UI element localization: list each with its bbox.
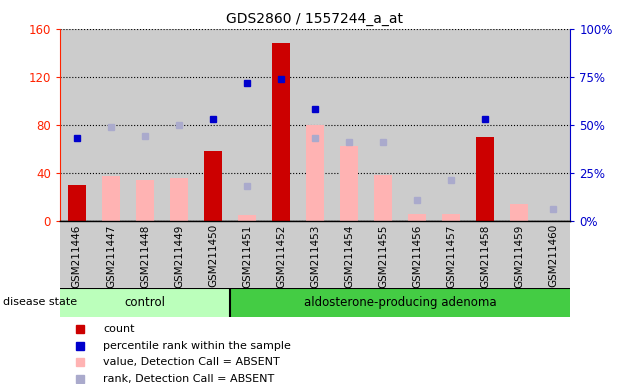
Text: disease state: disease state	[3, 297, 77, 308]
Bar	[162, 221, 196, 288]
Text: count: count	[103, 324, 135, 334]
Bar	[196, 29, 230, 221]
Bar	[536, 29, 570, 221]
Text: value, Detection Call = ABSENT: value, Detection Call = ABSENT	[103, 358, 280, 367]
Bar	[298, 29, 332, 221]
Bar	[468, 29, 502, 221]
Bar	[135, 180, 154, 221]
Bar	[502, 29, 536, 221]
Bar	[230, 29, 264, 221]
Text: GSM211455: GSM211455	[378, 224, 388, 288]
Bar	[536, 29, 570, 221]
Text: GSM211456: GSM211456	[412, 224, 422, 288]
Text: GSM211447: GSM211447	[106, 224, 116, 288]
Bar	[510, 204, 529, 221]
Bar	[128, 221, 162, 288]
Bar	[442, 214, 461, 221]
Bar	[400, 29, 434, 221]
Bar	[468, 29, 502, 221]
Text: control: control	[124, 296, 166, 309]
Text: GSM211454: GSM211454	[344, 224, 354, 288]
Bar	[94, 29, 128, 221]
Text: GSM211451: GSM211451	[242, 224, 252, 288]
Text: GSM211458: GSM211458	[480, 224, 490, 288]
Bar	[60, 221, 94, 288]
Bar	[230, 221, 264, 288]
Text: GSM211449: GSM211449	[174, 224, 184, 288]
Bar	[264, 29, 298, 221]
Bar	[196, 29, 230, 221]
Bar	[332, 29, 366, 221]
Bar	[94, 29, 128, 221]
Bar	[468, 221, 502, 288]
Text: GSM211446: GSM211446	[72, 224, 82, 288]
Bar	[264, 221, 298, 288]
Bar	[264, 29, 298, 221]
Bar	[536, 221, 570, 288]
Bar	[196, 221, 230, 288]
Bar	[169, 177, 188, 221]
Bar	[230, 288, 570, 317]
Bar	[101, 176, 120, 221]
Bar	[67, 185, 86, 221]
Bar	[230, 29, 264, 221]
Text: GSM211460: GSM211460	[548, 224, 558, 287]
Text: GSM211448: GSM211448	[140, 224, 150, 288]
Bar	[298, 221, 332, 288]
Bar	[306, 125, 324, 221]
Bar	[408, 214, 427, 221]
Bar	[162, 29, 196, 221]
Bar	[434, 29, 468, 221]
Text: percentile rank within the sample: percentile rank within the sample	[103, 341, 291, 351]
Bar	[203, 151, 222, 221]
Text: rank, Detection Call = ABSENT: rank, Detection Call = ABSENT	[103, 374, 275, 384]
Bar	[60, 288, 230, 317]
Bar	[238, 215, 256, 221]
Bar	[374, 175, 392, 221]
Bar	[502, 221, 536, 288]
Text: GSM211452: GSM211452	[276, 224, 286, 288]
Bar	[366, 221, 400, 288]
Text: GSM211457: GSM211457	[446, 224, 456, 288]
Bar	[434, 29, 468, 221]
Bar	[332, 221, 366, 288]
Bar	[128, 29, 162, 221]
Bar	[366, 29, 400, 221]
Bar	[272, 43, 290, 221]
Text: GSM211450: GSM211450	[208, 224, 218, 287]
Bar	[60, 29, 94, 221]
Bar	[162, 29, 196, 221]
Bar	[366, 29, 400, 221]
Bar	[400, 29, 434, 221]
Bar	[476, 137, 495, 221]
Bar	[400, 221, 434, 288]
Text: aldosterone-producing adenoma: aldosterone-producing adenoma	[304, 296, 496, 309]
Bar	[298, 29, 332, 221]
Bar	[332, 29, 366, 221]
Title: GDS2860 / 1557244_a_at: GDS2860 / 1557244_a_at	[227, 12, 403, 26]
Bar	[340, 146, 358, 221]
Bar	[434, 221, 468, 288]
Bar	[60, 29, 94, 221]
Bar	[94, 221, 128, 288]
Text: GSM211453: GSM211453	[310, 224, 320, 288]
Bar	[128, 29, 162, 221]
Bar	[502, 29, 536, 221]
Text: GSM211459: GSM211459	[514, 224, 524, 288]
